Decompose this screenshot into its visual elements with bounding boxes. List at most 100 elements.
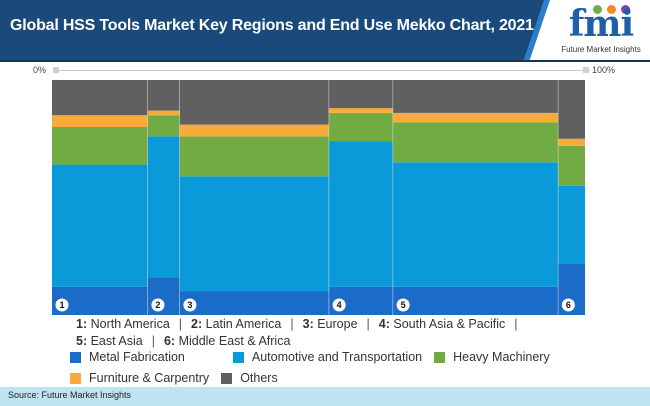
- segment-metal-fabrication-col-1: [52, 286, 148, 315]
- region-name: Latin America: [205, 317, 282, 331]
- segment-furniture-carpentry-col-3: [179, 124, 330, 137]
- region-name: Middle East & Africa: [178, 334, 291, 348]
- column-badge-label-3: 3: [187, 300, 192, 310]
- segment-heavy-machinery-col-3: [179, 136, 330, 177]
- segment-metal-fabrication-col-3: [179, 291, 330, 315]
- legend-item-others: Others: [221, 369, 278, 388]
- header: Global HSS Tools Market Key Regions and …: [0, 0, 650, 62]
- axis-tick-end: [583, 67, 589, 73]
- column-badge-label-1: 1: [59, 300, 64, 310]
- column-badge-4: [332, 298, 346, 312]
- region-name: South Asia & Pacific: [393, 317, 506, 331]
- column-badge-5: [396, 298, 410, 312]
- regions-legend: 1: North America | 2: Latin America | 3: Eur…: [76, 316, 596, 350]
- segment-automotive-and-transportation-col-4: [329, 141, 394, 287]
- axis-label-100: 100%: [592, 65, 616, 75]
- legend-swatch: [70, 352, 81, 363]
- segment-automotive-and-transportation-col-3: [179, 176, 330, 292]
- footer: Source: Future Market Insights: [0, 387, 650, 406]
- segment-others-col-3: [179, 80, 330, 125]
- segment-furniture-carpentry-col-5: [393, 112, 559, 123]
- logo-subtext: Future Market Insights: [561, 45, 641, 54]
- axis-line: [55, 70, 590, 71]
- legend-label: Metal Fabrication: [89, 350, 185, 364]
- legend-item-metal-fabrication: Metal Fabrication: [70, 348, 185, 367]
- region-number: 2:: [191, 317, 206, 331]
- logo-dot-purple-icon: [621, 5, 630, 14]
- segment-automotive-and-transportation-col-6: [558, 185, 585, 264]
- legend-item-furniture-carpentry: Furniture & Carpentry: [70, 369, 209, 388]
- segment-others-col-6: [558, 80, 585, 139]
- segment-others-col-1: [52, 80, 148, 116]
- region-legend-item: 2: Latin America: [191, 317, 281, 331]
- region-number: 5:: [76, 334, 91, 348]
- legend-label: Heavy Machinery: [453, 350, 550, 364]
- axis-label-0: 0%: [33, 65, 47, 75]
- legend-label: Furniture & Carpentry: [89, 371, 210, 385]
- segment-automotive-and-transportation-col-2: [147, 136, 180, 278]
- region-legend-item: 1: North America: [76, 317, 170, 331]
- region-number: 3:: [302, 317, 318, 331]
- legend-swatch: [70, 373, 81, 384]
- column-badge-label-2: 2: [155, 300, 160, 310]
- column-badge-3: [183, 298, 197, 312]
- column-3: 3: [179, 80, 330, 315]
- region-name: Europe: [317, 317, 358, 331]
- segment-metal-fabrication-col-5: [393, 286, 559, 315]
- fmi-logo: fmi Future Market Insights: [555, 4, 647, 58]
- legend-swatch: [232, 352, 244, 363]
- column-4: 4: [329, 80, 394, 315]
- chart-title: Global HSS Tools Market Key Regions and …: [10, 17, 534, 34]
- region-legend-item: 4: South Asia & Pacific: [379, 317, 505, 331]
- header-band: [0, 0, 545, 62]
- column-badge-label-5: 5: [401, 300, 406, 310]
- segment-metal-fabrication-col-2: [147, 277, 180, 315]
- region-legend-item: 6: Middle East & Africa: [164, 334, 290, 348]
- source-note: Source: Future Market Insights: [8, 390, 132, 400]
- column-badge-2: [151, 298, 165, 312]
- segment-heavy-machinery-col-5: [393, 122, 559, 163]
- logo-text: fmi: [568, 3, 634, 45]
- logo-dot-green-icon: [593, 5, 602, 14]
- mekko-chart: 1 2 3 4 5 6: [52, 80, 585, 315]
- segment-furniture-carpentry-col-6: [558, 138, 585, 146]
- legend-separator: |: [178, 317, 183, 331]
- column-badge-label-4: 4: [337, 300, 342, 310]
- segment-heavy-machinery-col-6: [558, 145, 585, 186]
- legend-swatch: [221, 373, 233, 384]
- region-legend-item: 5: East Asia: [76, 334, 143, 348]
- legend-label: Automotive and Transportation: [251, 350, 423, 364]
- column-1: 1: [52, 80, 148, 315]
- legend-separator: |: [514, 317, 518, 331]
- legend-label: Others: [240, 371, 278, 385]
- segment-others-col-4: [329, 80, 394, 109]
- legend-separator: |: [151, 334, 155, 348]
- region-number: 4:: [378, 317, 394, 331]
- segment-furniture-carpentry-col-4: [329, 108, 394, 113]
- segment-automotive-and-transportation-col-1: [52, 164, 148, 287]
- logo-dot-orange-icon: [607, 5, 616, 14]
- segment-others-col-2: [147, 80, 180, 111]
- legend-item-automotive-and-transportation: Automotive and Transportation: [232, 348, 423, 367]
- segment-heavy-machinery-col-1: [52, 127, 148, 165]
- segment-furniture-carpentry-col-2: [147, 110, 180, 116]
- column-badge-label-6: 6: [566, 300, 571, 310]
- segment-heavy-machinery-col-4: [329, 112, 394, 142]
- series-legend: Metal Fabrication Automotive and Transpor…: [70, 348, 630, 390]
- column-badge-6: [561, 298, 575, 312]
- segment-automotive-and-transportation-col-5: [393, 162, 559, 287]
- region-number: 1:: [76, 317, 91, 331]
- segment-furniture-carpentry-col-1: [52, 115, 148, 127]
- column-6: 6: [558, 80, 585, 315]
- region-number: 6:: [163, 334, 179, 348]
- column-badge-1: [55, 298, 69, 312]
- legend-item-heavy-machinery: Heavy Machinery: [434, 348, 550, 367]
- column-5: 5: [393, 80, 559, 315]
- legend-separator: |: [290, 317, 294, 331]
- segment-heavy-machinery-col-2: [147, 115, 180, 137]
- column-2: 2: [147, 80, 180, 315]
- region-name: North America: [90, 317, 170, 331]
- legend-separator: |: [366, 317, 370, 331]
- segment-others-col-5: [393, 80, 559, 113]
- header-underline: [0, 60, 650, 62]
